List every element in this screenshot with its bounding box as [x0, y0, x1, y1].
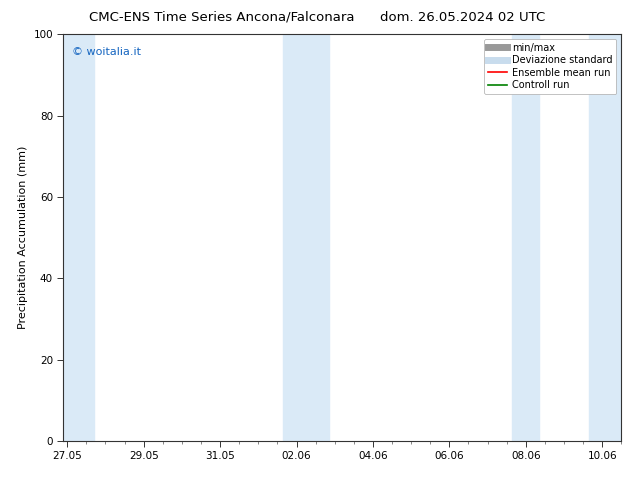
Bar	[283, 34, 329, 441]
Bar	[589, 34, 621, 441]
Bar	[63, 34, 94, 441]
Legend: min/max, Deviazione standard, Ensemble mean run, Controll run: min/max, Deviazione standard, Ensemble m…	[484, 39, 616, 94]
Bar	[512, 34, 539, 441]
Text: CMC-ENS Time Series Ancona/Falconara      dom. 26.05.2024 02 UTC: CMC-ENS Time Series Ancona/Falconara dom…	[89, 11, 545, 24]
Y-axis label: Precipitation Accumulation (mm): Precipitation Accumulation (mm)	[18, 146, 28, 329]
Text: © woitalia.it: © woitalia.it	[72, 47, 141, 56]
